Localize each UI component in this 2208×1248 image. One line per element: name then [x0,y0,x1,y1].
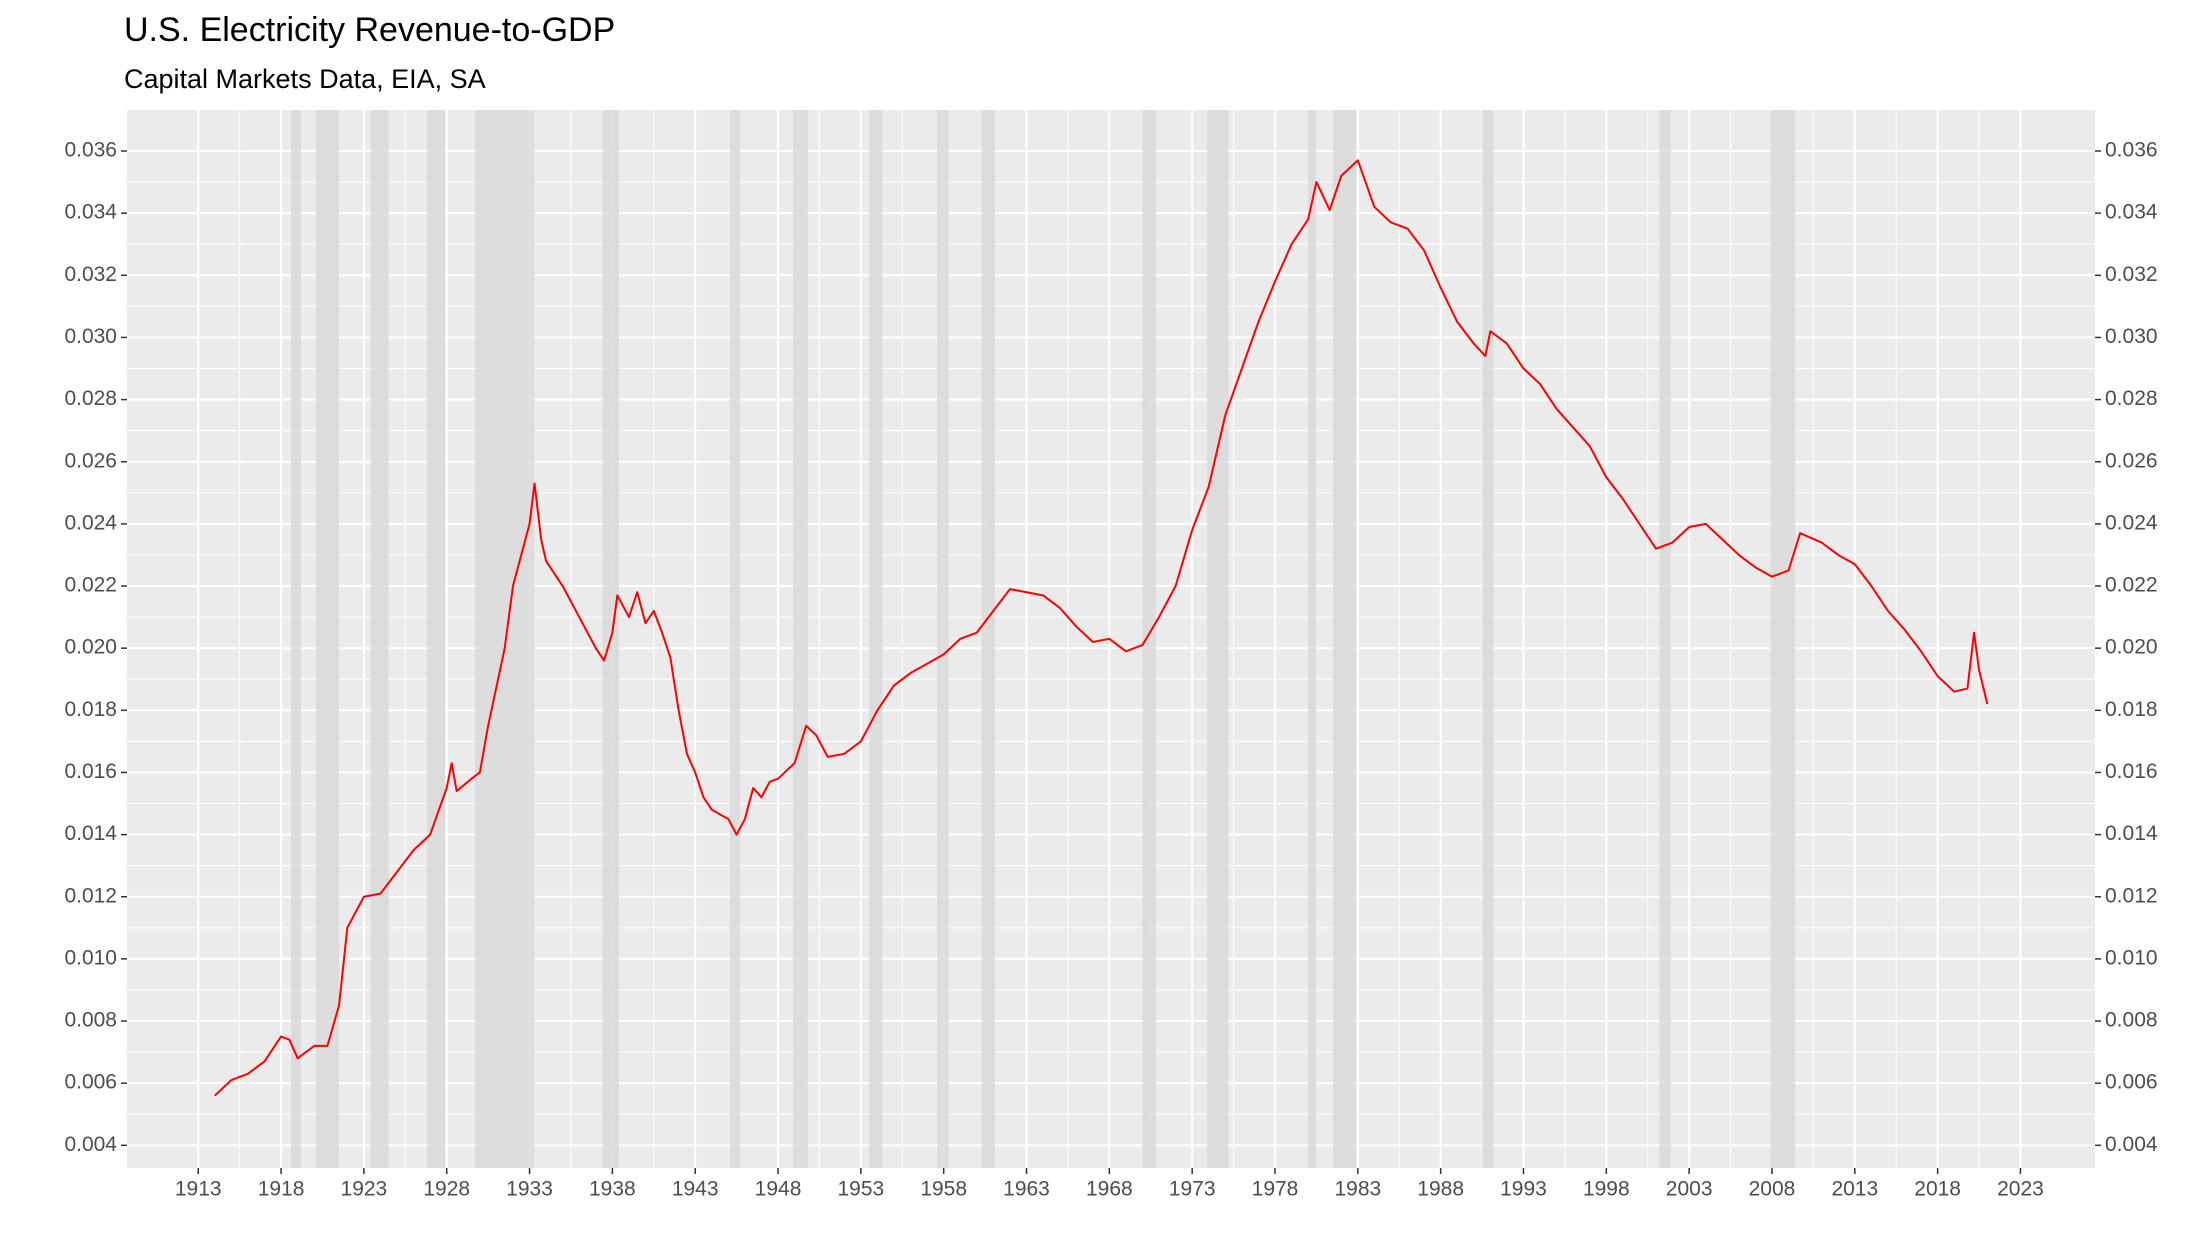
x-tick-label: 1913 [175,1178,222,1201]
x-tick-label: 1918 [258,1178,305,1201]
y-tick-label: 0.016 [64,760,117,783]
recession-band [729,110,740,1168]
y2-tick-label: 0.030 [2105,325,2158,348]
x-tick-label: 1988 [1417,1178,1464,1201]
x-tick-label: 1998 [1583,1178,1630,1201]
y-tick-label: 0.020 [64,636,117,659]
y2-tick-label: 0.010 [2105,946,2158,969]
x-tick-label: 1928 [423,1178,470,1201]
x-tick-label: 1943 [672,1178,719,1201]
x-tick-label: 2018 [1914,1178,1961,1201]
y2-tick-label: 0.026 [2105,449,2158,472]
recession-band [1308,110,1317,1168]
x-tick-label: 1923 [341,1178,388,1201]
recession-band [792,110,808,1168]
y-tick-label: 0.004 [64,1133,117,1156]
y2-tick-label: 0.014 [2105,822,2158,845]
recession-band [426,110,446,1168]
y-tick-label: 0.036 [64,139,117,162]
y2-tick-label: 0.006 [2105,1071,2158,1094]
y-tick-label: 0.010 [64,946,117,969]
recession-band [1482,110,1494,1168]
chart-title: U.S. Electricity Revenue-to-GDP [124,11,615,49]
recession-band [937,110,949,1168]
x-tick-label: 1993 [1500,1178,1547,1201]
recession-band [1659,110,1671,1168]
y2-tick-label: 0.012 [2105,884,2158,907]
y-tick-label: 0.032 [64,263,117,286]
x-tick-label: 1958 [920,1178,967,1201]
y2-tick-label: 0.018 [2105,698,2158,721]
x-tick-label: 2003 [1666,1178,1713,1201]
y-tick-label: 0.030 [64,325,117,348]
x-tick-label: 2013 [1831,1178,1878,1201]
y2-tick-label: 0.022 [2105,574,2158,597]
y-tick-label: 0.034 [64,201,117,224]
y2-tick-label: 0.024 [2105,511,2158,534]
y-tick-label: 0.014 [64,822,117,845]
x-tick-label: 2023 [1997,1178,2044,1201]
y2-tick-label: 0.034 [2105,201,2158,224]
recession-band [1142,110,1156,1168]
recession-band [474,110,535,1168]
y2-tick-label: 0.016 [2105,760,2158,783]
y-tick-label: 0.008 [64,1009,117,1032]
recession-band [370,110,389,1168]
x-tick-label: 1973 [1169,1178,1216,1201]
recession-band [315,110,340,1168]
x-tick-label: 1983 [1334,1178,1381,1201]
y-tick-label: 0.018 [64,698,117,721]
y-tick-label: 0.028 [64,387,117,410]
y2-tick-label: 0.032 [2105,263,2158,286]
y2-tick-label: 0.004 [2105,1133,2158,1156]
y2-tick-label: 0.020 [2105,636,2158,659]
y2-tick-label: 0.008 [2105,1009,2158,1032]
chart-subtitle: Capital Markets Data, EIA, SA [124,64,486,94]
x-tick-label: 1938 [589,1178,636,1201]
recession-band [869,110,883,1168]
x-tick-label: 1978 [1252,1178,1299,1201]
x-tick-label: 1933 [506,1178,553,1201]
x-tick-label: 1963 [1003,1178,1050,1201]
recession-band [1770,110,1796,1168]
y-tick-label: 0.006 [64,1071,117,1094]
y-tick-label: 0.022 [64,574,117,597]
line [214,159,1989,1097]
x-tick-label: 2008 [1749,1178,1796,1201]
y-tick-label: 0.012 [64,884,117,907]
y-tick-label: 0.026 [64,449,117,472]
recession-band [291,110,301,1168]
recession-band [1207,110,1229,1168]
x-tick-label: 1948 [755,1178,802,1201]
x-tick-label: 1953 [837,1178,884,1201]
y2-tick-label: 0.036 [2105,139,2158,162]
recession-band [1332,110,1357,1168]
x-tick-label: 1968 [1086,1178,1133,1201]
y-tick-label: 0.024 [64,511,117,534]
y2-tick-label: 0.028 [2105,387,2158,410]
recession-band [981,110,996,1168]
